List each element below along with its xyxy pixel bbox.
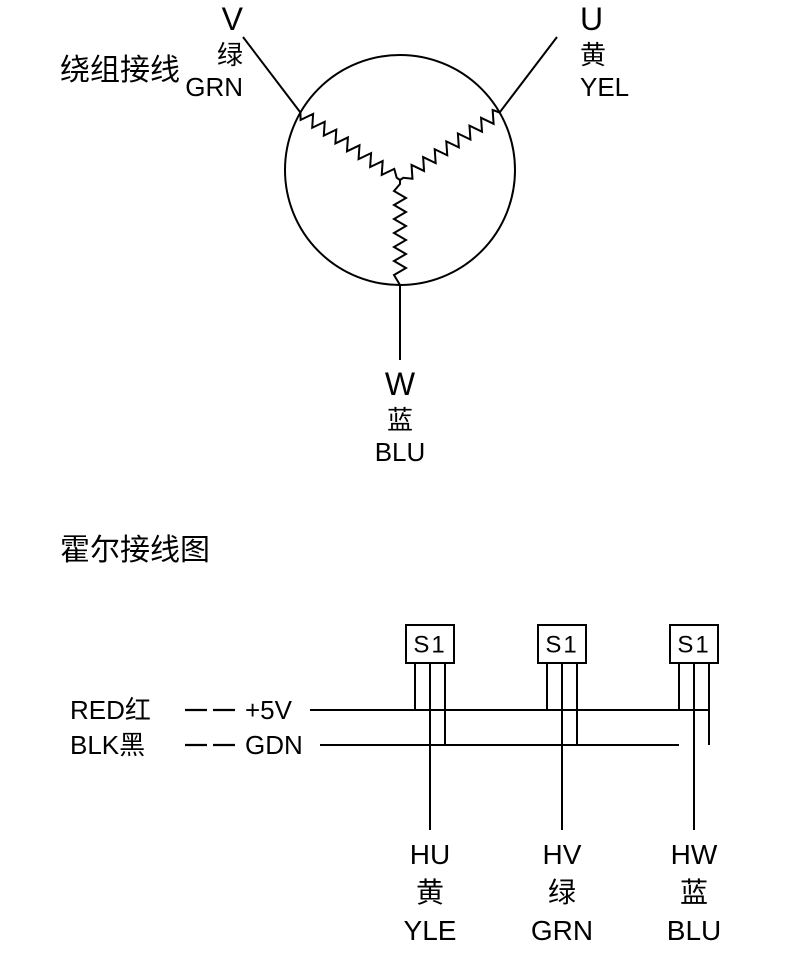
phase-color-en-v: GRN [185, 72, 243, 102]
hall-diagram: 霍尔接线图 S1 S1 S1 RED红 +5V BLK黑 GDN HU 黄 YLE HV 绿 GRN HW 蓝… [60, 534, 721, 946]
phase-color-cn-u: 黄 [580, 40, 606, 70]
hall-output-color-cn-hv: 绿 [548, 877, 576, 908]
winding-diagram: 绕组接线 V绿GRN U黄YEL W蓝BLU [60, 1, 629, 467]
phase-letter-u: U [580, 1, 603, 37]
hall-title: 霍尔接线图 [60, 534, 210, 567]
phase-letter-w: W [385, 366, 416, 402]
hall-output-name-hu: HU [410, 839, 450, 870]
phase-color-cn-w: 蓝 [387, 405, 413, 435]
rail-net-gdn: GDN [245, 730, 303, 760]
hall-output-color-en-hw: BLU [667, 915, 721, 946]
winding-coil-w [394, 180, 406, 285]
phase-lead-v [243, 37, 300, 113]
phase-color-en-w: BLU [375, 437, 426, 467]
hall-sensor-label-hu: S1 [413, 631, 446, 658]
hall-output-color-en-hu: YLE [404, 915, 457, 946]
rail-label-gdn: BLK黑 [70, 730, 145, 760]
phase-color-cn-v: 绿 [217, 40, 243, 70]
phase-color-en-u: YEL [580, 72, 629, 102]
hall-output-color-en-hv: GRN [531, 915, 593, 946]
wiring-diagram-canvas: 绕组接线V绿GRNU黄YELW蓝BLU霍尔接线图S1S1S1RED红+5VBLK… [0, 0, 800, 972]
phase-letter-v: V [222, 1, 244, 37]
hall-output-color-cn-hu: 黄 [416, 877, 444, 908]
hall-output-name-hw: HW [671, 839, 718, 870]
winding-coil-v [300, 113, 400, 181]
hall-sensor-label-hw: S1 [677, 631, 710, 658]
phase-lead-u [500, 37, 557, 113]
winding-title: 绕组接线 [60, 54, 180, 87]
hall-output-color-cn-hw: 蓝 [680, 877, 708, 908]
rail-net-+5v: +5V [245, 695, 293, 725]
winding-coil-u [400, 110, 500, 180]
hall-sensor-label-hv: S1 [545, 631, 578, 658]
hall-output-name-hv: HV [543, 839, 582, 870]
rail-label-+5v: RED红 [70, 695, 151, 725]
